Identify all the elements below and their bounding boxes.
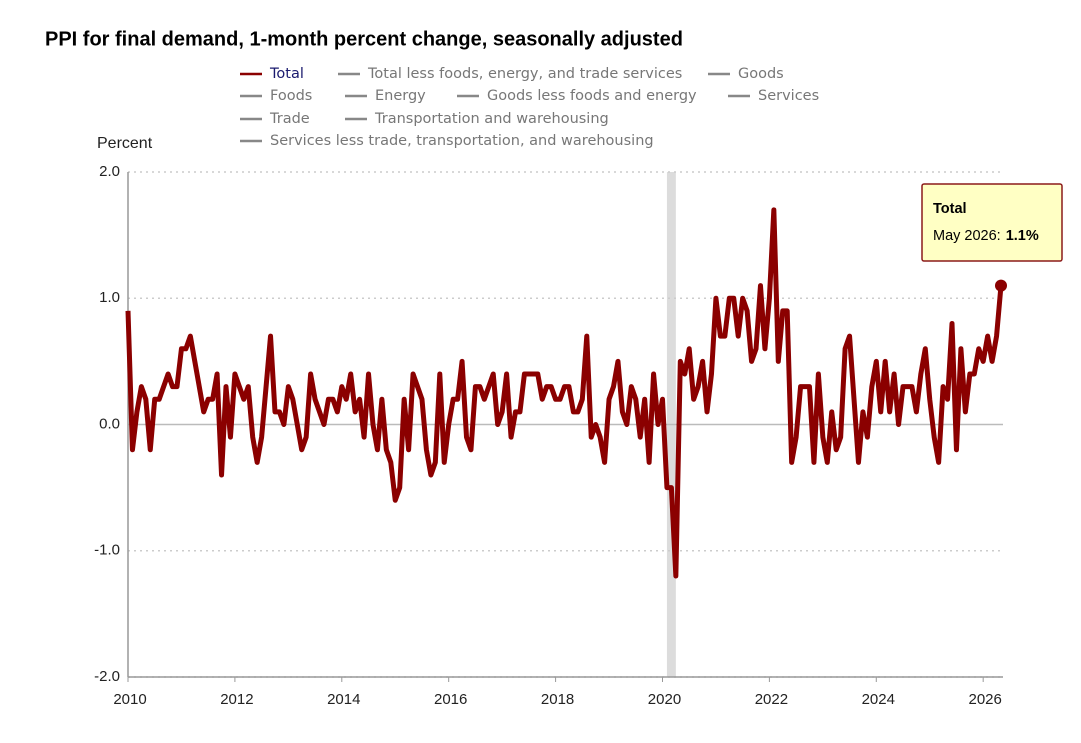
x-tick-label: 2024: [862, 691, 895, 708]
x-tick-label: 2022: [755, 691, 788, 708]
x-tick-label: 2020: [648, 691, 681, 708]
legend-label: Goods less foods and energy: [487, 88, 697, 104]
x-tick-label: 2026: [968, 691, 1001, 708]
highlight-point: [995, 279, 1007, 292]
legend-label: Services less trade, transportation, and…: [270, 133, 654, 149]
y-tick-label: 1.0: [99, 289, 120, 306]
legend-label: Energy: [375, 88, 426, 104]
legend-item[interactable]: Services: [728, 88, 819, 104]
legend-item[interactable]: Total less foods, energy, and trade serv…: [338, 66, 682, 82]
legend-item[interactable]: Energy: [345, 88, 426, 104]
chart-title: PPI for final demand, 1-month percent ch…: [45, 28, 683, 50]
series-line: [125, 207, 1004, 579]
legend-label: Services: [758, 88, 819, 104]
y-tick-label: -2.0: [94, 668, 120, 685]
legend-item[interactable]: Services less trade, transportation, and…: [240, 133, 654, 149]
y-tick-label: 0.0: [99, 415, 120, 432]
legend-item[interactable]: Goods less foods and energy: [457, 88, 697, 104]
x-tick-label: 2016: [434, 691, 467, 708]
legend-item[interactable]: Foods: [240, 88, 312, 104]
legend-label: Goods: [738, 66, 784, 82]
legend-label: Transportation and warehousing: [374, 111, 609, 127]
x-tick-label: 2014: [327, 691, 360, 708]
tooltip: Total May 2026: 1.1%: [921, 183, 1063, 262]
x-tick-label: 2010: [113, 691, 146, 708]
legend-item[interactable]: Goods: [708, 66, 784, 82]
y-tick-label: -1.0: [94, 542, 120, 559]
legend-label: Foods: [270, 88, 312, 104]
x-tick-label: 2012: [220, 691, 253, 708]
legend-item[interactable]: Total: [240, 66, 304, 82]
legend-label: Total: [269, 66, 304, 82]
tooltip-date: May 2026:: [933, 228, 1001, 244]
legend-item[interactable]: Transportation and warehousing: [345, 111, 609, 127]
y-tick-label: 2.0: [99, 163, 120, 180]
tooltip-label: May 2026: 1.1%: [933, 228, 1039, 244]
tooltip-value: 1.1%: [1006, 228, 1039, 244]
x-tick-label: 2018: [541, 691, 574, 708]
legend-label: Trade: [269, 111, 310, 127]
legend-item[interactable]: Trade: [240, 111, 310, 127]
tooltip-title: Total: [933, 201, 967, 217]
tooltip-box: [921, 183, 1063, 262]
legend-label: Total less foods, energy, and trade serv…: [367, 66, 682, 82]
y-axis-label: Percent: [97, 135, 153, 152]
